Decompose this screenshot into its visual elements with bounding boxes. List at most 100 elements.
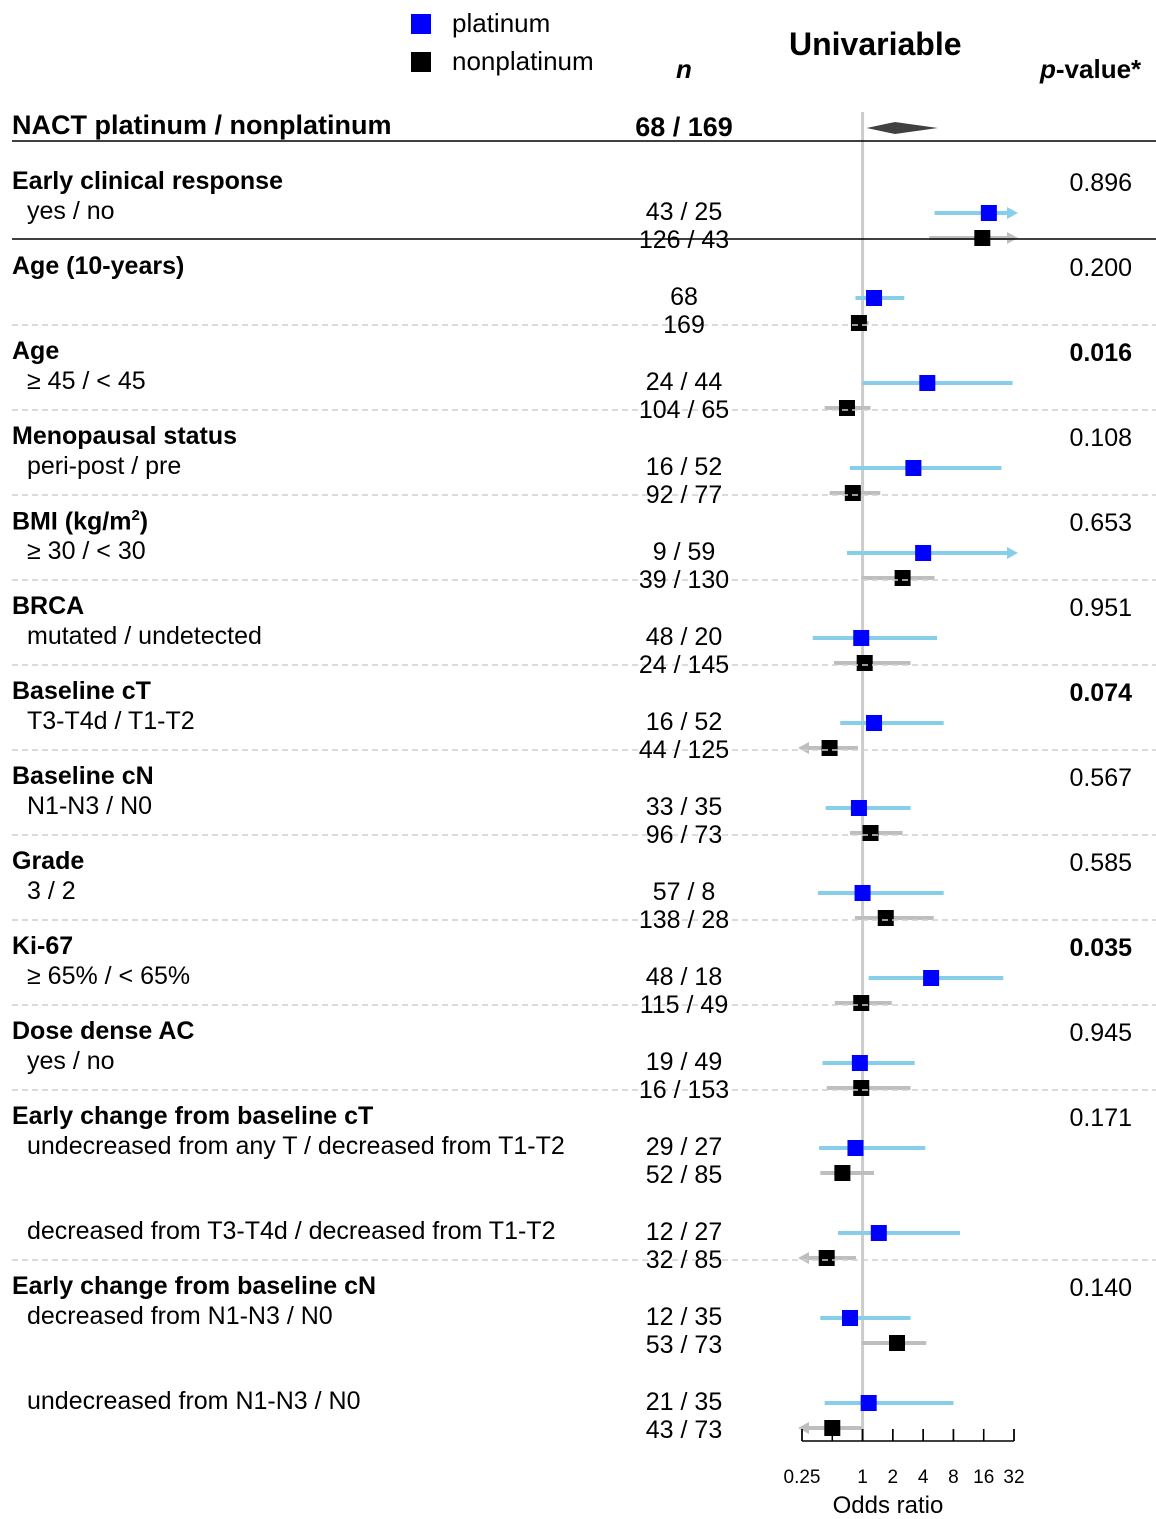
legend-label-nonplatinum: nonplatinum: [452, 46, 594, 76]
variable-label-0: Early clinical response: [12, 167, 283, 195]
variable-label-2: Age: [12, 337, 60, 365]
n-nonplatinum-5-0: 24 / 145: [638, 651, 730, 679]
x-tick-label-4: 8: [948, 1467, 959, 1488]
x-tick-label-1: 1: [857, 1467, 868, 1488]
n-platinum-4-0: 9 / 59: [652, 538, 716, 566]
n-platinum-6-0: 16 / 52: [645, 708, 723, 736]
n-nonplatinum-2-0: 104 / 65: [638, 396, 730, 424]
point-nonplatinum-0-0: [974, 230, 991, 246]
pvalue-12: 0.140: [1069, 1274, 1132, 1302]
variable-label-6: Baseline cT: [12, 677, 151, 705]
pvalue-8: 0.585: [1069, 849, 1132, 877]
x-tick-label-2: 2: [887, 1467, 899, 1488]
header-pvalue-p: p: [1040, 54, 1056, 84]
level-label-12-1: undecreased from N1-N3 / N0: [27, 1387, 361, 1415]
point-nonplatinum-2-0: [838, 400, 855, 416]
header-univariable: Univariable: [789, 26, 962, 62]
level-label-3-0: peri-post / pre: [27, 452, 182, 480]
point-platinum-2-0: [919, 375, 936, 391]
level-label-6-0: T3-T4d / T1-T2: [27, 707, 195, 735]
n-platinum-7-0: 33 / 35: [645, 793, 723, 821]
n-platinum-11-1: 12 / 27: [645, 1218, 723, 1246]
variable-label-8: Grade: [12, 847, 85, 875]
ci-arrow-left-nonplatinum-12-1: [798, 1422, 809, 1434]
variable-label-12: Early change from baseline cN: [12, 1272, 377, 1300]
n-platinum-9-0: 48 / 18: [645, 963, 723, 991]
ci-arrow-right-platinum-0-0: [1007, 207, 1018, 219]
level-label-7-0: N1-N3 / N0: [27, 792, 153, 820]
point-nonplatinum-8-0: [877, 910, 894, 926]
level-label-11-0: undecreased from any T / decreased from …: [27, 1132, 565, 1160]
n-platinum-5-0: 48 / 20: [645, 623, 723, 651]
level-label-12-0: decreased from N1-N3 / N0: [27, 1302, 333, 1330]
n-nonplatinum-4-0: 39 / 130: [638, 566, 730, 594]
variable-label-7: Baseline cN: [12, 762, 154, 790]
point-platinum-11-0: [847, 1140, 864, 1156]
n-nonplatinum-10-0: 16 / 153: [638, 1076, 730, 1104]
overall-n: 68 / 169: [635, 112, 733, 142]
point-nonplatinum-12-0: [889, 1335, 906, 1351]
header-n: n: [676, 54, 692, 84]
point-platinum-4-0: [915, 545, 932, 561]
n-nonplatinum-8-0: 138 / 28: [638, 906, 730, 934]
x-tick-label-0: 0.25: [783, 1467, 821, 1488]
n-platinum-12-1: 21 / 35: [645, 1388, 723, 1416]
level-label-8-0: 3 / 2: [27, 877, 76, 905]
n-nonplatinum-1-0: 169: [663, 311, 705, 339]
point-nonplatinum-11-1: [818, 1250, 835, 1266]
point-platinum-1-0: [866, 290, 883, 306]
point-platinum-5-0: [853, 630, 870, 646]
point-platinum-3-0: [905, 460, 922, 476]
legend-swatch-nonplatinum: [411, 52, 431, 72]
pvalue-2: 0.016: [1069, 339, 1132, 367]
n-platinum-11-0: 29 / 27: [645, 1133, 723, 1161]
point-nonplatinum-9-0: [853, 995, 870, 1011]
point-platinum-6-0: [866, 715, 883, 731]
pvalue-7: 0.567: [1069, 764, 1132, 792]
ci-arrow-left-nonplatinum-11-1: [798, 1252, 809, 1264]
point-nonplatinum-1-0: [850, 315, 867, 331]
point-nonplatinum-6-0: [821, 740, 838, 756]
variable-label-11: Early change from baseline cT: [12, 1102, 374, 1130]
n-platinum-3-0: 16 / 52: [645, 453, 723, 481]
n-platinum-8-0: 57 / 8: [652, 878, 716, 906]
level-label-2-0: ≥ 45 / < 45: [27, 367, 146, 395]
n-nonplatinum-9-0: 115 / 49: [639, 991, 729, 1019]
n-nonplatinum-12-1: 43 / 73: [645, 1416, 723, 1444]
x-tick-label-3: 4: [917, 1467, 929, 1488]
point-nonplatinum-4-0: [894, 570, 911, 586]
superscript-2: 2: [131, 507, 140, 524]
n-platinum-12-0: 12 / 35: [645, 1303, 723, 1331]
variable-label-5: BRCA: [12, 592, 85, 620]
overall-label: NACT platinum / nonplatinum: [12, 110, 392, 140]
pvalue-4: 0.653: [1069, 509, 1132, 537]
n-nonplatinum-11-0: 52 / 85: [645, 1161, 723, 1189]
pvalue-10: 0.945: [1069, 1019, 1132, 1047]
n-nonplatinum-6-0: 44 / 125: [638, 736, 730, 764]
header-pvalue-rest: -value*: [1055, 54, 1142, 84]
pvalue-1: 0.200: [1069, 254, 1132, 282]
point-platinum-11-1: [870, 1225, 887, 1241]
point-platinum-12-1: [860, 1395, 877, 1411]
n-platinum-10-0: 19 / 49: [645, 1048, 723, 1076]
ci-arrow-left-nonplatinum-6-0: [798, 742, 809, 754]
level-label-9-0: ≥ 65% / < 65%: [27, 962, 191, 990]
x-tick-label-6: 32: [1003, 1467, 1025, 1488]
pvalue-3: 0.108: [1069, 424, 1132, 452]
n-platinum-1-0: 68: [670, 283, 698, 311]
x-axis-label: Odds ratio: [832, 1492, 944, 1519]
point-platinum-9-0: [923, 970, 940, 986]
n-nonplatinum-12-0: 53 / 73: [645, 1331, 723, 1359]
level-label-10-0: yes / no: [27, 1047, 115, 1075]
level-label-0-0: yes / no: [27, 197, 115, 225]
point-nonplatinum-5-0: [856, 655, 873, 671]
pvalue-5: 0.951: [1069, 594, 1132, 622]
pvalue-11: 0.171: [1069, 1104, 1132, 1132]
point-nonplatinum-3-0: [844, 485, 861, 501]
pvalue-0: 0.896: [1069, 169, 1132, 197]
point-nonplatinum-7-0: [862, 825, 879, 841]
overall-diamond: [866, 122, 938, 134]
point-platinum-10-0: [851, 1055, 868, 1071]
point-platinum-8-0: [854, 885, 871, 901]
